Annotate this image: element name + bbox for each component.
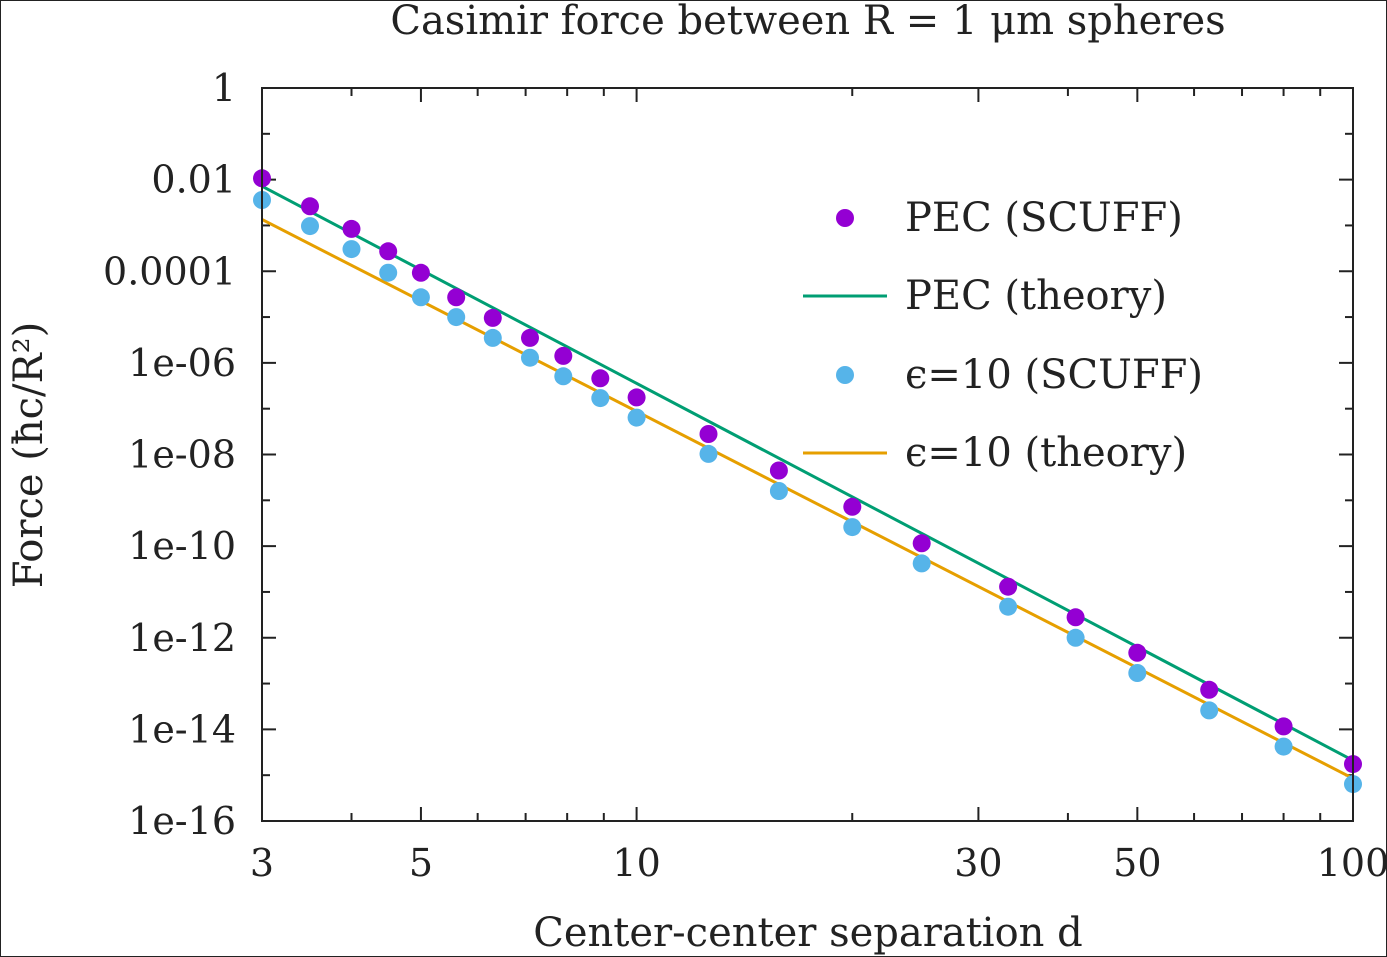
data-point-s2 xyxy=(1128,664,1147,682)
data-point-s0 xyxy=(447,288,466,307)
x-tick-label: 10 xyxy=(612,841,660,885)
data-point-s2 xyxy=(591,389,610,408)
data-point-s0 xyxy=(1200,680,1219,699)
data-point-s2 xyxy=(1200,701,1219,720)
y-tick-label: 1e-12 xyxy=(128,616,236,660)
data-point-s2 xyxy=(554,367,573,386)
data-point-s0 xyxy=(1274,717,1293,736)
legend-label-0: PEC (SCUFF) xyxy=(905,195,1183,241)
data-point-s0 xyxy=(591,369,610,388)
series-line-1 xyxy=(262,184,1353,762)
data-point-s2 xyxy=(379,263,398,282)
chart-title: Casimir force between R = 1 μm spheres xyxy=(390,0,1225,44)
data-point-s2 xyxy=(411,288,430,307)
x-tick-label: 5 xyxy=(409,841,433,885)
data-point-s0 xyxy=(554,346,573,365)
data-point-s2 xyxy=(483,328,502,347)
x-tick-label: 3 xyxy=(250,841,274,885)
data-point-s0 xyxy=(999,577,1018,596)
data-point-s0 xyxy=(301,197,319,216)
data-point-s0 xyxy=(1066,608,1085,627)
y-tick-label: 1 xyxy=(212,66,236,110)
y-tick-label: 1e-16 xyxy=(128,799,236,843)
data-point-s2 xyxy=(342,240,361,259)
data-point-s2 xyxy=(1066,628,1085,647)
data-point-s0 xyxy=(483,308,502,327)
data-point-s2 xyxy=(1274,737,1293,756)
y-tick-label: 1e-06 xyxy=(128,341,236,385)
x-tick-label: 30 xyxy=(954,841,1002,885)
data-point-s0 xyxy=(627,388,646,407)
data-point-s0 xyxy=(521,328,539,347)
data-point-s0 xyxy=(1128,643,1147,662)
data-point-s2 xyxy=(301,217,319,236)
y-tick-label: 0.01 xyxy=(151,158,236,202)
data-point-s2 xyxy=(627,408,646,427)
data-point-s0 xyxy=(912,534,931,553)
data-point-s0 xyxy=(379,242,398,261)
data-point-s0 xyxy=(342,219,361,238)
series-line-3 xyxy=(262,218,1353,780)
y-tick-label: 1e-08 xyxy=(128,433,236,477)
data-point-s0 xyxy=(699,425,718,443)
plot-frame xyxy=(261,87,1354,822)
y-axis-label: Force (ħc/R²) xyxy=(6,322,52,589)
data-point-s2 xyxy=(769,482,788,500)
data-point-s2 xyxy=(699,444,718,463)
data-point-s0 xyxy=(411,263,430,282)
data-point-s0 xyxy=(843,497,862,516)
x-tick-label: 50 xyxy=(1113,841,1161,885)
legend-label-3: ϵ=10 (theory) xyxy=(905,430,1187,476)
legend-marker-2 xyxy=(836,366,854,384)
data-point-s2 xyxy=(843,518,862,537)
y-tick-label: 1e-14 xyxy=(128,707,236,751)
legend-marker-0 xyxy=(836,209,854,227)
data-point-s2 xyxy=(999,597,1018,616)
legend: PEC (SCUFF) PEC (theory) ϵ=10 (SCUFF) ϵ=10 … xyxy=(803,195,1203,476)
data-point-s0 xyxy=(769,461,788,480)
data-point-s2 xyxy=(521,348,539,367)
legend-label-1: PEC (theory) xyxy=(905,273,1167,319)
x-axis-label: Center-center separation d xyxy=(533,910,1083,956)
x-tick-label: 100 xyxy=(1317,841,1387,885)
data-point-s2 xyxy=(447,308,466,327)
y-tick-label: 0.0001 xyxy=(103,249,236,293)
data-point-s2 xyxy=(912,554,931,573)
y-tick-label: 1e-10 xyxy=(128,524,236,568)
legend-label-2: ϵ=10 (SCUFF) xyxy=(905,352,1203,398)
